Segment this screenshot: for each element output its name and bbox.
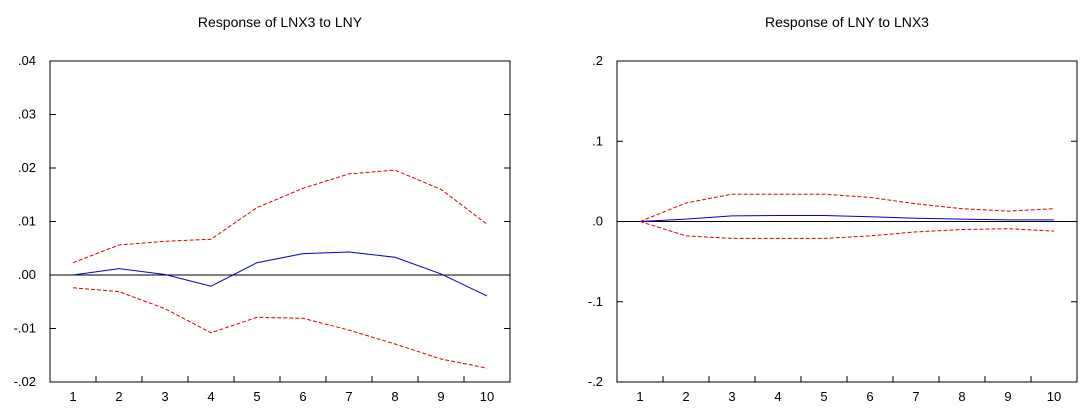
x-tick-label: 10: [1047, 389, 1061, 404]
y-tick-label: .0: [592, 214, 603, 229]
x-tick-label: 1: [69, 389, 76, 404]
x-tick-label: 7: [912, 389, 919, 404]
x-tick-label: 10: [480, 389, 494, 404]
y-tick-label: .03: [18, 107, 36, 122]
x-tick-label: 6: [866, 389, 873, 404]
y-tick-label: -.02: [14, 374, 36, 389]
x-tick-label: 3: [161, 389, 168, 404]
x-tick-label: 2: [115, 389, 122, 404]
series-line-lower-band: [72, 287, 488, 369]
chart-title: Response of LNX3 to LNY: [198, 14, 363, 30]
series-line-upper-band: [72, 169, 488, 264]
x-tick-label: 2: [682, 389, 689, 404]
series-line-response: [72, 251, 488, 297]
x-tick-label: 9: [1004, 389, 1011, 404]
y-tick-label: -.01: [14, 321, 36, 336]
y-tick-label: -.1: [588, 294, 603, 309]
y-tick-label: .04: [18, 53, 36, 68]
x-tick-label: 1: [636, 389, 643, 404]
chart-panel-1: Response of LNX3 to LNY .04 .03 .02 .01 .00 -.…: [14, 14, 511, 404]
x-tick-label: 8: [391, 389, 398, 404]
series-line-lower-band: [639, 221, 1055, 239]
x-tick-label: 3: [728, 389, 735, 404]
series-line-upper-band: [639, 193, 1055, 222]
x-tick-label: 9: [437, 389, 444, 404]
y-tick-label: .01: [18, 214, 36, 229]
y-tick-label: .00: [18, 267, 36, 282]
plot-frame: [49, 60, 511, 383]
chart-title: Response of LNY to LNX3: [765, 14, 929, 30]
series-line-response: [639, 215, 1054, 222]
x-tick-label: 6: [299, 389, 306, 404]
y-tick-label: .2: [592, 53, 603, 68]
y-tick-label: .02: [18, 160, 36, 175]
x-tick-label: 5: [820, 389, 827, 404]
x-tick-label: 4: [774, 389, 781, 404]
x-tick-label: 4: [207, 389, 214, 404]
y-tick-label: .1: [592, 133, 603, 148]
x-tick-label: 8: [958, 389, 965, 404]
chart-panel-2: Response of LNY to LNX3 .2 .1 .0 -.1 -.2 1 2 3 4 5…: [588, 14, 1078, 404]
x-tick-label: 7: [345, 389, 352, 404]
y-tick-label: -.2: [588, 374, 603, 389]
x-tick-label: 5: [253, 389, 260, 404]
